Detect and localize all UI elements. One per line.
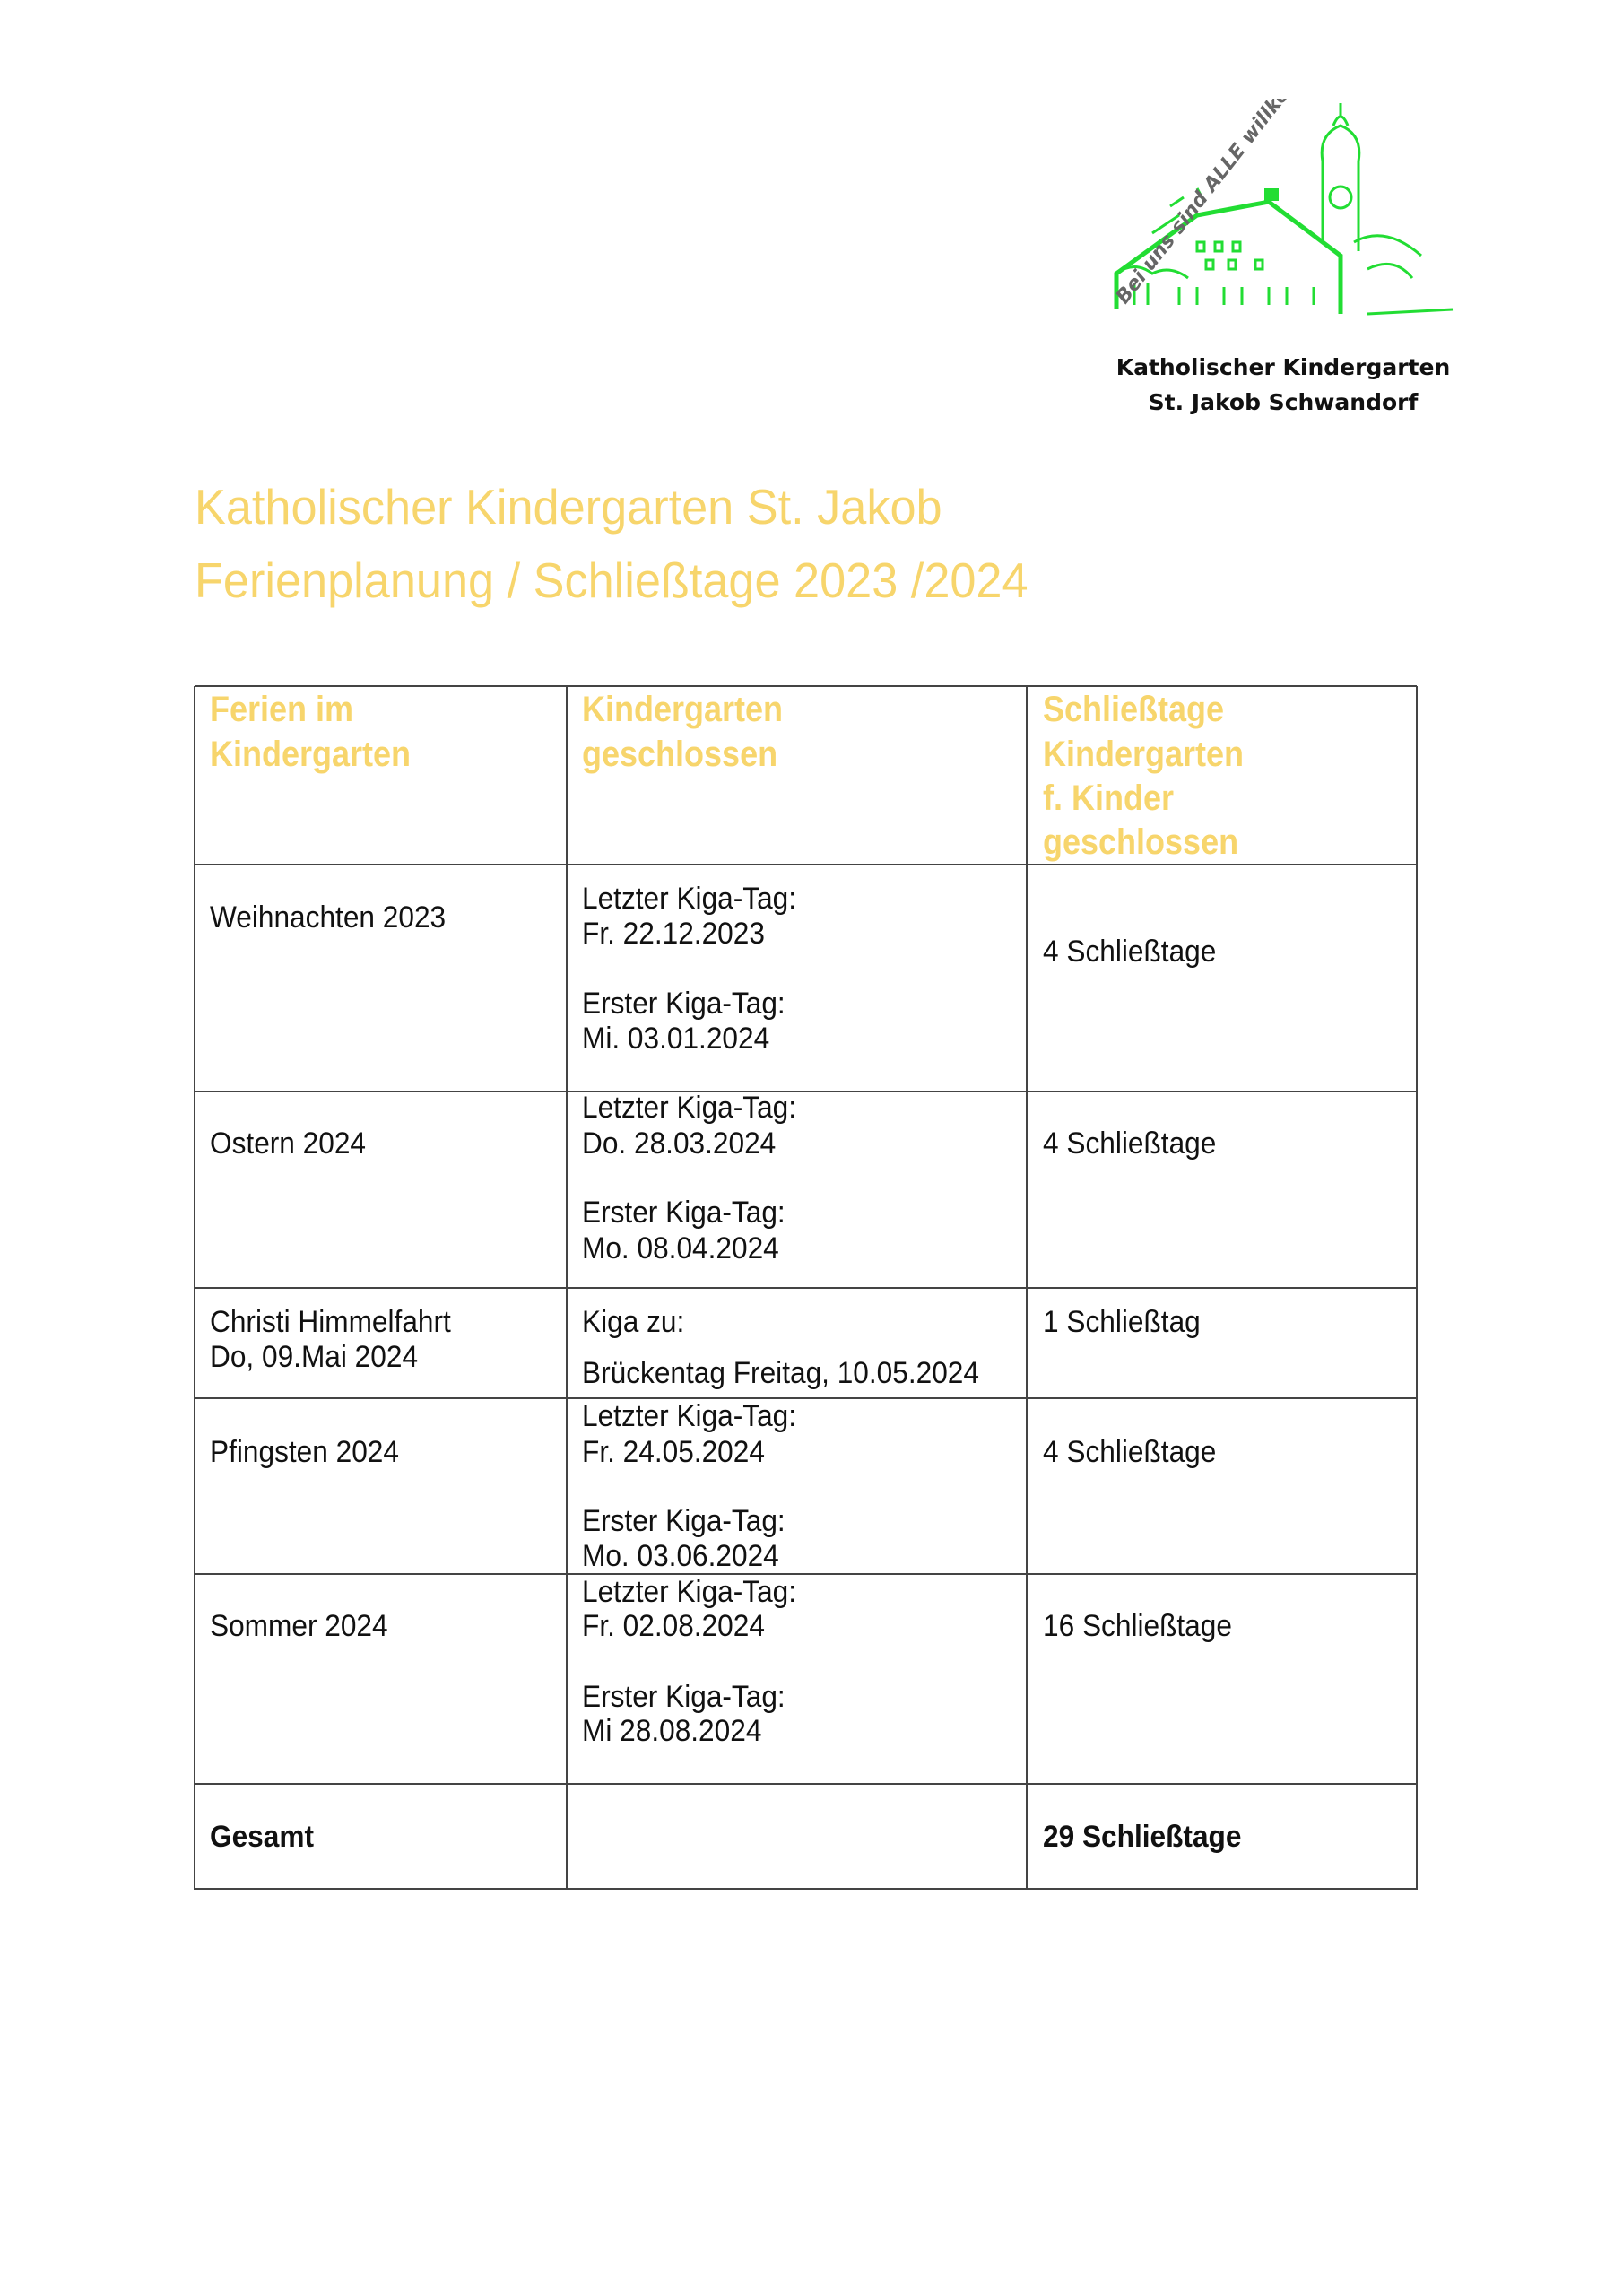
cell-geschlossen: Letzter Kiga-Tag: [582,1575,797,1609]
cell-schliesstage: 4 Schließtage [1043,1126,1217,1161]
header-schliesstage: Kindergarten [1043,735,1245,774]
cell-geschlossen: Fr. 24.05.2024 [582,1435,765,1469]
cell-geschlossen: Mo. 08.04.2024 [582,1231,779,1265]
cell-geschlossen: Erster Kiga-Tag: [582,987,785,1021]
cell-schliesstage: 16 Schließtage [1043,1609,1232,1643]
header-ferien: Ferien im [210,690,354,729]
cell-geschlossen: Mi. 03.01.2024 [582,1022,770,1056]
cell-ferien: Christi Himmelfahrt [210,1305,451,1339]
header-ferien: Kindergarten [210,735,412,774]
cell-geschlossen: Mi 28.08.2024 [582,1714,762,1748]
cell-geschlossen: Kiga zu: [582,1305,685,1339]
logo-caption-line2: St. Jakob Schwandorf [1148,389,1419,415]
cell-geschlossen: Letzter Kiga-Tag: [582,882,797,916]
header-geschlossen: geschlossen [582,735,778,774]
cell-geschlossen: Letzter Kiga-Tag: [582,1399,797,1433]
svg-text:Bei uns sind ALLE willkommen: Bei uns sind ALLE willkommen [1112,99,1336,309]
cell-geschlossen: Fr. 22.12.2023 [582,917,765,951]
cell-geschlossen: Letzter Kiga-Tag: [582,1091,797,1125]
cell-ferien: Sommer 2024 [210,1609,388,1643]
row-divider [195,1573,1417,1575]
row-divider [195,1091,1417,1092]
header-schliesstage: Schließtage [1043,690,1225,729]
cell-geschlossen: Brückentag Freitag, 10.05.2024 [582,1356,979,1390]
row-divider [195,864,1417,865]
cell-schliesstage: 4 Schließtage [1043,935,1217,969]
cell-geschlossen: Erster Kiga-Tag: [582,1196,785,1230]
table-border [1416,686,1418,1890]
cell-ferien: Weihnachten 2023 [210,900,447,935]
header-schliesstage: f. Kinder [1043,778,1175,818]
cell-ferien: Do, 09.Mai 2024 [210,1340,419,1374]
cell-schliesstage: 1 Schließtag [1043,1305,1201,1339]
logo-caption-line1: Katholischer Kindergarten [1115,354,1451,380]
church-building-drawing: Bei uns sind ALLE willkommen [1112,30,1454,316]
cell-geschlossen: Do. 28.03.2024 [582,1126,777,1161]
cell-ferien: Pfingsten 2024 [210,1435,399,1469]
cell-schliesstage: 4 Schließtage [1043,1435,1217,1469]
row-divider [195,1287,1417,1289]
row-divider [195,685,1417,687]
cell-geschlossen: Mo. 03.06.2024 [582,1539,779,1573]
cell-ferien: Ostern 2024 [210,1126,367,1161]
cell-geschlossen: Fr. 02.08.2024 [582,1609,765,1643]
page-subtitle: Ferienplanung / Schließtage 2023 /2024 [195,552,1028,608]
table-border [195,1888,1417,1890]
cell-geschlossen: Erster Kiga-Tag: [582,1504,785,1538]
total-label: Gesamt [210,1820,315,1854]
total-value: 29 Schließtage [1043,1820,1242,1854]
kindergarten-logo: Bei uns sind ALLE willkommen [1098,30,1466,359]
header-schliesstage: geschlossen [1043,822,1239,862]
page-title: Katholischer Kindergarten St. Jakob [195,479,942,535]
cell-geschlossen: Erster Kiga-Tag: [582,1680,785,1714]
header-geschlossen: Kindergarten [582,690,784,729]
row-divider [195,1783,1417,1785]
row-divider [195,1397,1417,1399]
